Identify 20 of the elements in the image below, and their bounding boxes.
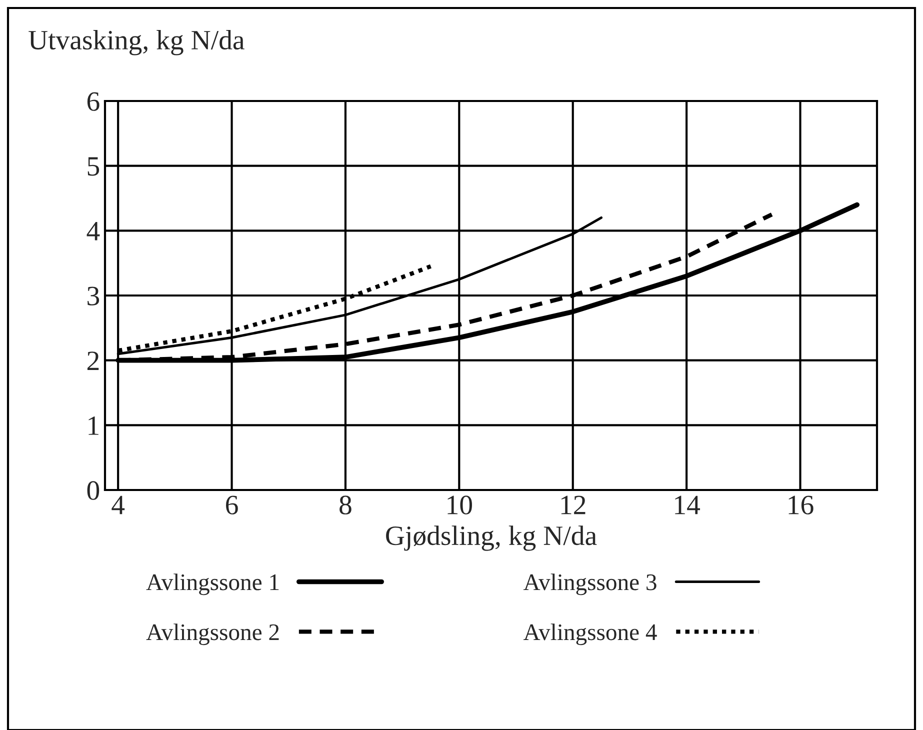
legend-label: Avlingssone 3	[523, 574, 656, 596]
legend-label: Avlingssone 2	[146, 624, 279, 646]
x-tick-label: 14	[675, 496, 700, 514]
x-axis-title: Gjødsling, kg N/da	[386, 526, 597, 551]
x-tick-label: 16	[788, 496, 814, 514]
x-tick-label: 6	[226, 496, 238, 514]
y-tick-label: 2	[87, 352, 99, 370]
x-tick-label: 10	[448, 496, 472, 514]
y-tick-label: 0	[87, 481, 100, 500]
legend-label: Avlingssone 4	[523, 624, 657, 646]
y-tick-label: 3	[88, 286, 100, 306]
y-tick-label: 6	[87, 92, 100, 111]
y-tick-label: 1	[88, 416, 98, 435]
x-tick-label: 12	[561, 496, 586, 514]
y-tick-label: 5	[88, 157, 100, 176]
x-tick-label: 8	[340, 496, 352, 514]
legend-label: Avlingssone 1	[146, 574, 279, 596]
x-tick-label: 4	[112, 496, 125, 514]
y-axis-title: Utvasking, kg N/da	[28, 30, 244, 56]
y-tick-label: 4	[86, 222, 100, 240]
